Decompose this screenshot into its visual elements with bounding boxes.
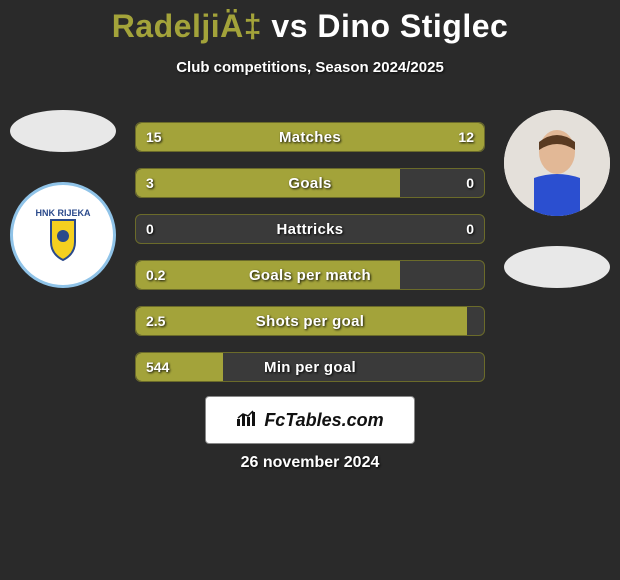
player1-avatar-placeholder	[10, 110, 116, 152]
player2-avatar	[504, 110, 610, 216]
site-name: FcTables.com	[264, 410, 383, 431]
subtitle: Club competitions, Season 2024/2025	[0, 59, 620, 76]
left-avatar-column: HNK RIJEKA	[8, 110, 118, 288]
stat-row-goals-per-match: 0.2Goals per match	[135, 260, 485, 290]
stat-label: Hattricks	[136, 215, 484, 243]
stat-row-min-per-goal: 544Min per goal	[135, 352, 485, 382]
comparison-date: 26 november 2024	[0, 454, 620, 472]
svg-text:HNK RIJEKA: HNK RIJEKA	[35, 208, 91, 218]
comparison-bars: 1512Matches 30Goals 00Hattricks 0.2Goals pe…	[135, 122, 485, 382]
stat-label: Min per goal	[136, 353, 484, 381]
stat-row-matches: 1512Matches	[135, 122, 485, 152]
site-logo[interactable]: FcTables.com	[205, 396, 415, 444]
player2-club-logo-placeholder	[504, 246, 610, 288]
stat-row-hattricks: 00Hattricks	[135, 214, 485, 244]
vs-text: vs	[271, 8, 308, 44]
stat-label: Matches	[136, 123, 484, 151]
club-logo-text: HNK RIJEKA	[31, 202, 95, 269]
stat-label: Goals	[136, 169, 484, 197]
player1-name: RadeljiÄ‡	[112, 8, 262, 44]
player2-name: Dino Stiglec	[317, 8, 508, 44]
stat-row-shots-per-goal: 2.5Shots per goal	[135, 306, 485, 336]
stat-row-goals: 30Goals	[135, 168, 485, 198]
stat-label: Goals per match	[136, 261, 484, 289]
comparison-title: RadeljiÄ‡ vs Dino Stiglec	[0, 0, 620, 45]
stat-label: Shots per goal	[136, 307, 484, 335]
right-avatar-column	[502, 110, 612, 288]
player1-club-logo: HNK RIJEKA	[10, 182, 116, 288]
chart-icon	[236, 409, 258, 432]
